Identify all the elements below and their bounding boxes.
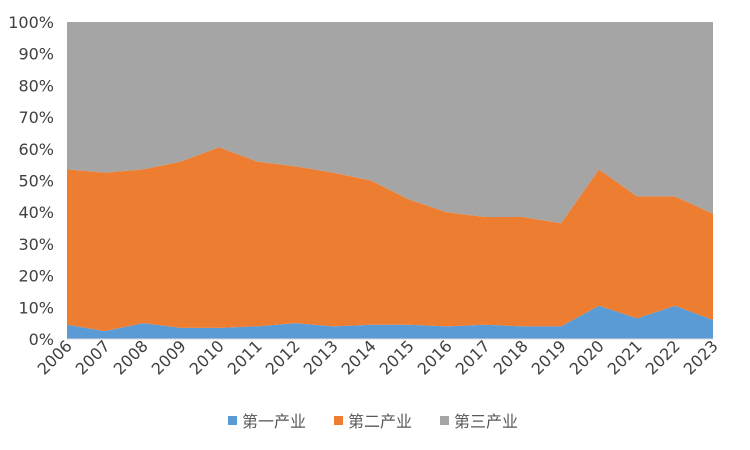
x-tick-label: 2009 xyxy=(148,336,190,378)
x-tick-label: 2015 xyxy=(376,336,418,378)
y-tick-label: 40% xyxy=(18,203,54,222)
legend-label-3: 第三产业 xyxy=(454,412,518,431)
x-tick-label: 2014 xyxy=(338,336,380,378)
legend-label-2: 第二产业 xyxy=(348,412,412,431)
area-series-3 xyxy=(67,22,713,224)
y-tick-label: 30% xyxy=(18,235,54,254)
x-tick-label: 2007 xyxy=(72,336,114,378)
y-tick-label: 70% xyxy=(18,108,54,127)
y-tick-label: 60% xyxy=(18,140,54,159)
area-series-2 xyxy=(67,147,713,332)
x-tick-label: 2023 xyxy=(680,336,722,378)
area-series-1 xyxy=(67,305,713,339)
y-tick-label: 0% xyxy=(29,330,54,349)
y-tick-label: 90% xyxy=(18,45,54,64)
legend-label-1: 第一产业 xyxy=(242,412,306,431)
x-tick-label: 2013 xyxy=(300,336,342,378)
y-tick-label: 50% xyxy=(18,172,54,191)
y-tick-label: 10% xyxy=(18,298,54,317)
x-tick-label: 2008 xyxy=(110,336,152,378)
legend: 第一产业 第二产业 第三产业 xyxy=(228,412,518,431)
x-tick-label: 2019 xyxy=(528,336,570,378)
x-tick-label: 2018 xyxy=(490,336,532,378)
legend-swatch-2 xyxy=(334,416,343,425)
x-tick-label: 2022 xyxy=(642,336,684,378)
y-tick-label: 20% xyxy=(18,267,54,286)
legend-swatch-3 xyxy=(440,416,449,425)
x-tick-label: 2010 xyxy=(186,336,228,378)
x-tick-label: 2011 xyxy=(224,336,266,378)
areas-layer xyxy=(67,22,713,339)
y-tick-label: 80% xyxy=(18,76,54,95)
x-tick-label: 2016 xyxy=(414,336,456,378)
legend-swatch-1 xyxy=(228,416,237,425)
x-tick-label: 2021 xyxy=(604,336,646,378)
x-tick-label: 2012 xyxy=(262,336,304,378)
y-tick-label: 100% xyxy=(8,13,54,32)
x-tick-label: 2020 xyxy=(566,336,608,378)
x-tick-label: 2017 xyxy=(452,336,494,378)
